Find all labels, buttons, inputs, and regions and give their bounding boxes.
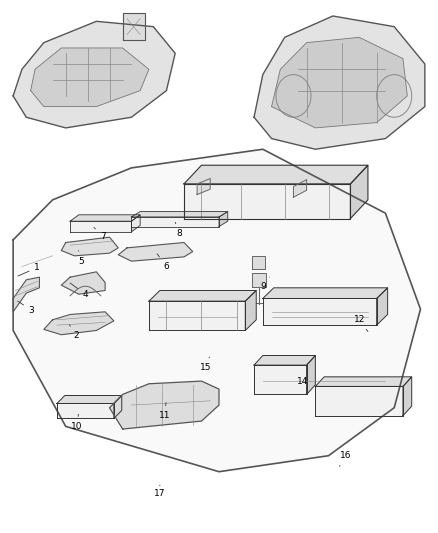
Text: 9: 9 (260, 277, 269, 291)
Polygon shape (44, 312, 114, 335)
Polygon shape (254, 16, 425, 149)
Polygon shape (197, 179, 210, 195)
Text: 6: 6 (157, 254, 170, 271)
Polygon shape (149, 301, 245, 330)
Polygon shape (31, 48, 149, 107)
Text: 11: 11 (159, 402, 170, 420)
Polygon shape (13, 149, 420, 472)
Polygon shape (315, 386, 403, 416)
Polygon shape (252, 256, 265, 269)
Polygon shape (131, 215, 140, 232)
Text: 5: 5 (78, 251, 84, 265)
Text: 8: 8 (175, 222, 183, 238)
Polygon shape (57, 395, 122, 403)
Polygon shape (123, 13, 145, 40)
Polygon shape (149, 290, 256, 301)
Text: 4: 4 (70, 283, 88, 298)
Polygon shape (13, 21, 175, 128)
Polygon shape (131, 217, 219, 227)
Text: 14: 14 (297, 370, 308, 385)
Text: 7: 7 (94, 228, 106, 241)
Text: 10: 10 (71, 414, 82, 431)
Text: 3: 3 (18, 301, 35, 314)
Polygon shape (70, 221, 131, 232)
Polygon shape (263, 288, 388, 298)
Polygon shape (13, 277, 39, 312)
Polygon shape (61, 272, 105, 294)
Polygon shape (252, 273, 266, 287)
Polygon shape (263, 298, 377, 325)
Polygon shape (272, 37, 407, 128)
Polygon shape (110, 381, 219, 429)
Polygon shape (315, 377, 412, 386)
Text: 17: 17 (154, 485, 166, 497)
Polygon shape (254, 365, 307, 394)
Polygon shape (245, 290, 256, 330)
Polygon shape (377, 288, 388, 325)
Polygon shape (57, 403, 114, 418)
Text: 2: 2 (69, 325, 79, 340)
Polygon shape (114, 395, 122, 418)
Text: 15: 15 (200, 357, 212, 372)
Polygon shape (131, 212, 228, 217)
Polygon shape (219, 212, 228, 227)
Polygon shape (184, 184, 350, 219)
Text: 12: 12 (353, 316, 368, 332)
Polygon shape (70, 215, 140, 221)
Text: 16: 16 (339, 451, 352, 466)
Polygon shape (307, 356, 315, 394)
Polygon shape (293, 180, 307, 197)
Polygon shape (350, 165, 368, 219)
Polygon shape (403, 377, 412, 416)
Polygon shape (118, 243, 193, 261)
Polygon shape (184, 165, 368, 184)
Polygon shape (254, 356, 315, 365)
Polygon shape (61, 237, 118, 256)
Text: 1: 1 (18, 263, 40, 276)
